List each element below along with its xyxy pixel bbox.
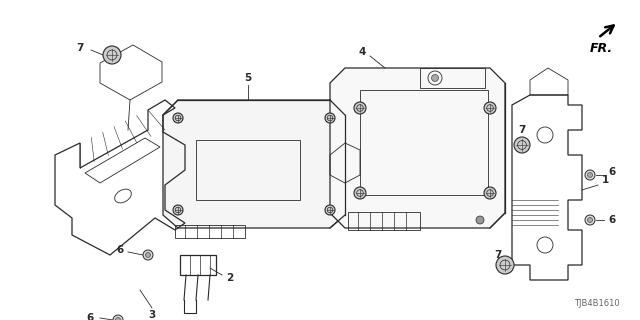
Circle shape (145, 252, 150, 258)
Text: 6: 6 (609, 167, 616, 177)
Circle shape (113, 315, 123, 320)
Text: 7: 7 (494, 250, 502, 260)
Text: FR.: FR. (590, 42, 613, 55)
Circle shape (585, 215, 595, 225)
Circle shape (173, 113, 183, 123)
Circle shape (484, 102, 496, 114)
Polygon shape (163, 100, 345, 228)
Circle shape (476, 216, 484, 224)
Circle shape (325, 205, 335, 215)
Circle shape (496, 256, 514, 274)
Circle shape (588, 218, 593, 222)
Text: 7: 7 (518, 125, 525, 135)
Circle shape (585, 170, 595, 180)
Text: 7: 7 (76, 43, 84, 53)
Circle shape (325, 113, 335, 123)
Circle shape (115, 317, 120, 320)
Text: 6: 6 (116, 245, 124, 255)
Text: 3: 3 (148, 310, 156, 320)
Text: 6: 6 (609, 215, 616, 225)
Circle shape (588, 172, 593, 178)
Text: 2: 2 (227, 273, 234, 283)
Text: TJB4B1610: TJB4B1610 (574, 299, 620, 308)
Circle shape (484, 187, 496, 199)
Circle shape (103, 46, 121, 64)
Circle shape (431, 75, 438, 82)
Text: 5: 5 (244, 73, 252, 83)
Polygon shape (330, 68, 505, 228)
Text: 4: 4 (358, 47, 365, 57)
Circle shape (354, 102, 366, 114)
Circle shape (354, 187, 366, 199)
Circle shape (514, 137, 530, 153)
Circle shape (143, 250, 153, 260)
Circle shape (173, 205, 183, 215)
Text: 6: 6 (86, 313, 93, 320)
Text: 1: 1 (602, 175, 609, 185)
